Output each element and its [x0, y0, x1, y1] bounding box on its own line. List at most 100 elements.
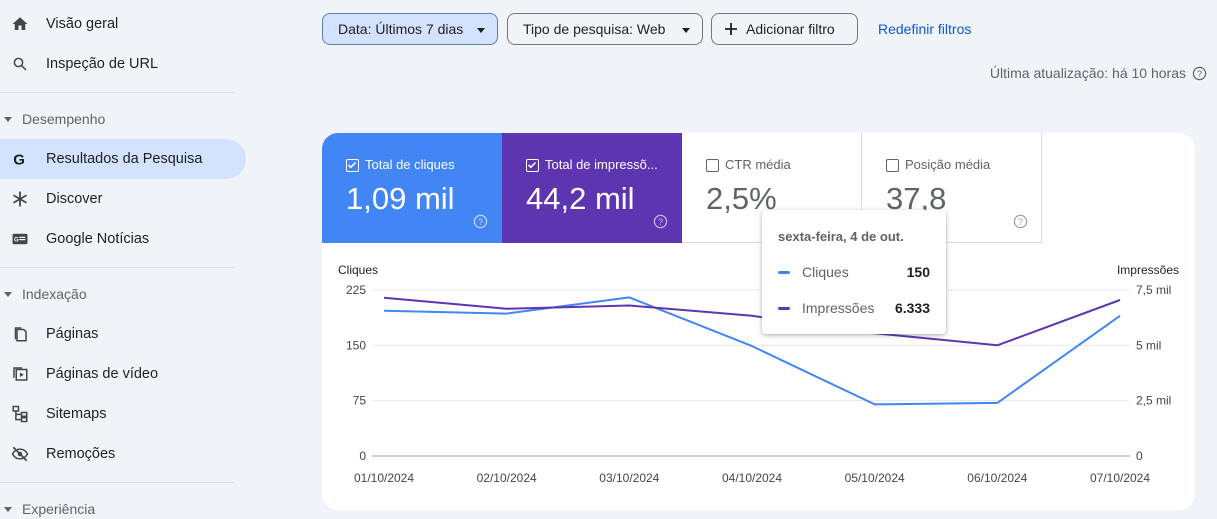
sidebar-nav: Visão geral Inspeção de URL Desempenho G…: [0, 0, 262, 519]
chip-label: Adicionar filtro: [746, 21, 835, 37]
svg-text:?: ?: [1018, 217, 1023, 227]
asterisk-icon: [10, 189, 30, 209]
x-tick-label: 03/10/2024: [599, 471, 659, 485]
tooltip-series-name: Cliques: [802, 264, 849, 280]
reset-filters-link[interactable]: Redefinir filtros: [878, 21, 972, 37]
y-right-tick-label: 5 mil: [1136, 338, 1161, 352]
nav-item-label: Inspeção de URL: [46, 56, 159, 72]
nav-item-label: Páginas de vídeo: [46, 366, 159, 382]
nav-item-label: Discover: [46, 191, 103, 207]
x-tick-label: 07/10/2024: [1090, 471, 1150, 485]
nav-item-resultados-pesquisa[interactable]: G Resultados da Pesquisa: [0, 139, 246, 179]
chip-label: Data: Últimos 7 dias: [338, 21, 464, 37]
y-left-tick-label: 150: [346, 338, 366, 352]
nav-item-label: Visão geral: [46, 16, 119, 32]
checkbox-unchecked-icon[interactable]: [706, 159, 719, 172]
svg-text:G: G: [13, 151, 25, 168]
last-update-text: Última atualização: há 10 horas: [989, 65, 1186, 81]
tooltip-series-value: 150: [906, 264, 930, 280]
svg-text:G: G: [14, 238, 19, 244]
y-left-axis-title: Cliques: [338, 263, 378, 277]
svg-text:?: ?: [478, 217, 483, 227]
caret-down-icon: [4, 507, 12, 512]
metric-value: 44,2 mil: [526, 181, 635, 216]
tooltip-series-value: 6.333: [894, 300, 930, 316]
divider: [0, 482, 234, 483]
section-label: Desempenho: [22, 111, 106, 127]
chart-tooltip: sexta-feira, 4 de out. Cliques 150 Impre…: [762, 210, 946, 334]
nav-item-label: Google Notícias: [46, 231, 150, 247]
caret-down-icon: [4, 292, 12, 297]
help-icon[interactable]: ?: [653, 214, 668, 229]
nav-item-visao-geral[interactable]: Visão geral: [0, 4, 246, 44]
x-tick-label: 04/10/2024: [722, 471, 782, 485]
y-right-tick-label: 0: [1136, 449, 1143, 463]
help-icon[interactable]: ?: [1013, 214, 1028, 229]
y-right-tick-label: 2,5 mil: [1136, 394, 1171, 408]
x-tick-label: 05/10/2024: [845, 471, 905, 485]
pages-icon: [10, 324, 30, 344]
dropdown-arrow-icon: [682, 28, 690, 33]
nav-item-google-noticias[interactable]: G Google Notícias: [0, 219, 246, 259]
help-icon[interactable]: ?: [473, 214, 488, 229]
x-tick-label: 02/10/2024: [477, 471, 537, 485]
nav-item-label: Sitemaps: [46, 406, 107, 422]
y-right-tick-label: 7,5 mil: [1136, 283, 1171, 297]
legend-swatch: [778, 307, 790, 310]
series-line-clicks: [383, 296, 1121, 406]
divider: [0, 92, 234, 93]
metric-label: Total de impressõ...: [545, 157, 658, 172]
plus-icon: [723, 21, 739, 37]
x-tick-label: 01/10/2024: [354, 471, 414, 485]
checkbox-checked-icon[interactable]: [346, 159, 359, 172]
section-label: Indexação: [22, 286, 87, 302]
caret-down-icon: [4, 117, 12, 122]
nav-item-paginas-video[interactable]: Páginas de vídeo: [0, 354, 246, 394]
y-left-tick-label: 75: [353, 394, 367, 408]
section-label: Experiência: [22, 501, 96, 517]
performance-line-chart[interactable]: 0 75 150 225 0 2,5 mil 5 mil 7,5 mil Cliques Impr…: [322, 243, 1195, 510]
nav-item-label: Remoções: [46, 446, 116, 462]
checkbox-checked-icon[interactable]: [526, 159, 539, 172]
nav-item-sitemaps[interactable]: Sitemaps: [0, 394, 246, 434]
nav-item-paginas[interactable]: Páginas: [0, 314, 246, 354]
x-tick-label: 06/10/2024: [967, 471, 1027, 485]
metric-label: Total de cliques: [365, 157, 455, 172]
dropdown-arrow-icon: [477, 28, 485, 33]
nav-item-label: Páginas: [46, 326, 99, 342]
svg-text:?: ?: [1197, 69, 1202, 79]
search-type-chip[interactable]: Tipo de pesquisa: Web: [507, 13, 703, 45]
eye-off-icon: [10, 444, 30, 464]
svg-text:?: ?: [658, 217, 663, 227]
nav-item-discover[interactable]: Discover: [0, 179, 246, 219]
nav-item-inspecao-url[interactable]: Inspeção de URL: [0, 44, 246, 84]
metric-total-clicks[interactable]: Total de cliques 1,09 mil ?: [322, 133, 502, 243]
performance-card: Total de cliques 1,09 mil ? Total de imp…: [322, 133, 1195, 510]
series-line-impressions: [383, 296, 1121, 347]
search-icon: [10, 54, 30, 74]
y-left-tick-label: 225: [346, 283, 366, 297]
metric-value: 1,09 mil: [346, 181, 455, 216]
tooltip-series-name: Impressões: [802, 300, 875, 316]
y-right-axis-title: Impressões: [1117, 263, 1179, 277]
tooltip-row-impressions: Impressões 6.333: [778, 300, 930, 316]
checkbox-unchecked-icon[interactable]: [886, 159, 899, 172]
google-g-icon: G: [10, 149, 30, 169]
add-filter-button[interactable]: Adicionar filtro: [711, 13, 858, 45]
tooltip-date: sexta-feira, 4 de out.: [778, 229, 904, 244]
divider: [0, 267, 234, 268]
metric-total-impressions[interactable]: Total de impressõ... 44,2 mil ?: [502, 133, 682, 243]
legend-swatch: [778, 271, 790, 274]
google-news-icon: G: [10, 229, 30, 249]
metric-label: CTR média: [725, 157, 791, 172]
video-pages-icon: [10, 364, 30, 384]
chip-label: Tipo de pesquisa: Web: [523, 21, 666, 37]
home-icon: [10, 14, 30, 34]
date-filter-chip[interactable]: Data: Últimos 7 dias: [322, 13, 498, 45]
y-left-tick-label: 0: [359, 449, 366, 463]
nav-item-remocoes[interactable]: Remoções: [0, 434, 246, 474]
tooltip-row-clicks: Cliques 150: [778, 264, 930, 280]
help-icon[interactable]: ?: [1192, 66, 1207, 81]
nav-item-label: Resultados da Pesquisa: [46, 151, 203, 167]
sitemap-icon: [10, 404, 30, 424]
